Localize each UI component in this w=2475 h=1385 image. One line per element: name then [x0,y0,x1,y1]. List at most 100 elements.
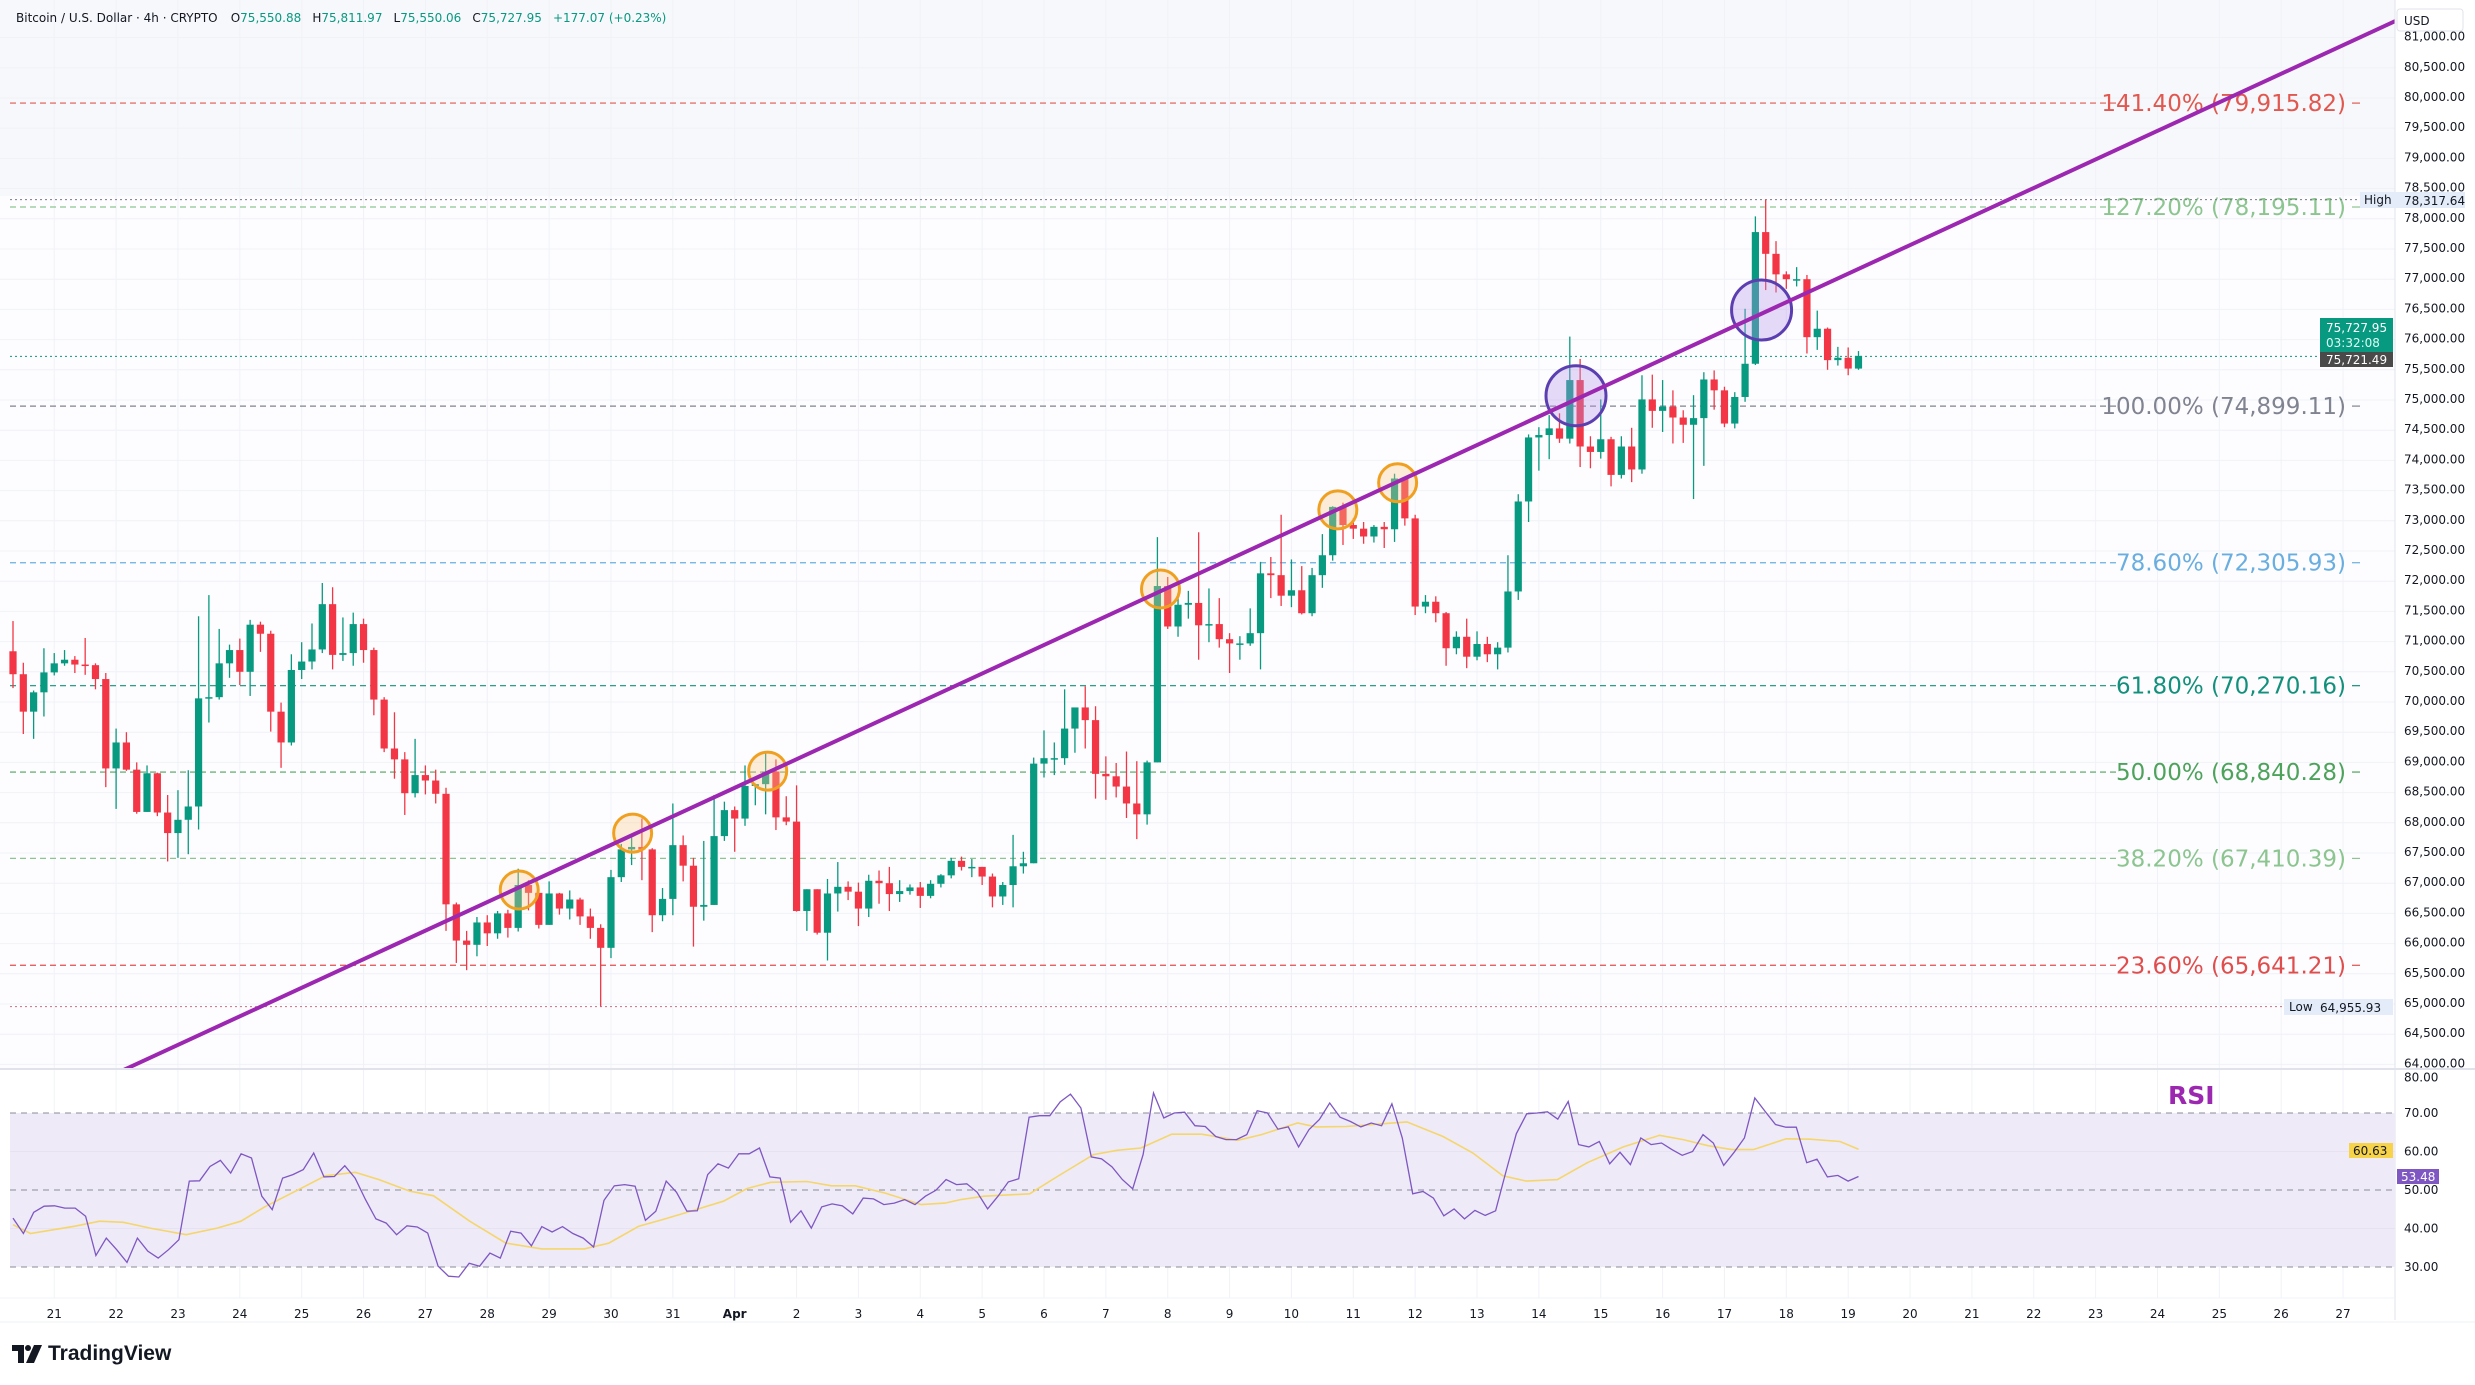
candle [1813,310,1821,350]
fib-label: 127.20% (78,195.11) [2101,195,2346,221]
candle [1277,514,1285,606]
candle-body [91,665,100,680]
candle-body [1607,439,1615,475]
candle-body [164,812,172,834]
time-label: 9 [1226,1307,1234,1321]
time-label: 24 [232,1307,247,1321]
candle [1514,494,1522,600]
candle [1071,707,1079,753]
candle [1133,761,1141,840]
candle [1844,347,1852,376]
candle-body [937,875,945,884]
candle [473,917,481,957]
candle [1030,757,1038,864]
candle [1246,608,1254,646]
currency-button[interactable] [2396,8,2464,32]
candle [1215,598,1223,648]
candle-body [875,880,883,884]
candle [246,619,254,696]
rsi-tick: 40.00 [2404,1222,2438,1236]
candle-body [658,898,667,916]
candle-body [19,674,27,712]
candle-body [225,650,234,664]
candle-body [772,771,780,818]
candle [390,712,399,779]
candle [236,638,244,686]
candle-body [1463,636,1471,657]
candle-body [555,893,564,909]
candle [483,915,491,947]
time-axis[interactable]: 21 22 23 24 25 26 27 28 29 30 31 Apr 2 3 4 5 6 7 8 9 10 11 12 1… [47,1307,2351,1321]
rsi-ma-badge [2349,1143,2393,1158]
candle [298,642,306,680]
candle-body [1720,390,1729,424]
low-label: L [394,11,401,25]
candle [493,910,502,939]
candle [463,930,471,971]
candle-body [60,659,69,664]
candle-body [205,697,213,699]
candle [308,623,316,670]
tradingview-logo[interactable]: TradingView [12,1342,171,1366]
candle-body [906,887,914,892]
candle [658,888,667,922]
candle-body [339,653,347,655]
candle-body [1236,643,1244,645]
candle-body [40,672,48,693]
candle-body [287,669,295,743]
trendline[interactable] [119,18,2400,1072]
low-value: 75,550.06 [400,11,461,25]
candle-body [1184,602,1192,605]
candle [1452,631,1460,655]
candle [1195,532,1203,660]
touch-marker-circle[interactable] [498,869,540,911]
candle-body [432,780,440,794]
price-tick: 80,000.00 [2404,90,2465,104]
candle-body [1772,253,1780,275]
candle [885,866,893,911]
tradingview-logo-icon [12,1345,42,1363]
candle-body [1844,357,1852,369]
candle [1267,557,1275,599]
candle [926,880,935,899]
price-tick: 64,500.00 [2404,1026,2465,1040]
candle [1061,689,1069,765]
candle [1184,590,1192,619]
candle [1143,760,1151,825]
candle [1318,534,1326,588]
candle-body [1648,399,1656,411]
candle [1638,375,1646,474]
candle [679,835,687,882]
candle-body [359,624,368,651]
time-label: 25 [294,1307,309,1321]
candle-body [298,661,306,670]
candle-body [1659,406,1667,411]
candle-body [452,904,460,941]
candle [1019,851,1027,874]
candle-body [710,836,718,905]
candle [1380,522,1388,548]
candle [854,882,863,927]
candle [184,770,192,855]
price-tick: 65,500.00 [2404,966,2465,980]
candle-body [607,877,615,948]
candle-body [823,893,832,933]
candle-body [617,849,625,878]
candle-body [689,865,698,907]
candle [1494,642,1502,670]
candle-body [1349,525,1357,529]
candle-body [834,886,842,894]
price-axis[interactable] [2395,0,2475,1320]
candle-body [813,889,821,933]
fib-label: 78.60% (72,305.93) [2116,551,2346,577]
candle [762,751,770,815]
candle [205,595,213,723]
candle-body [1277,575,1285,596]
candle-body [1823,328,1832,361]
breakout-marker-circle[interactable] [1730,278,1794,342]
breakout-marker-circle[interactable] [1544,364,1608,428]
candle-body [277,711,285,743]
time-label: 28 [480,1307,495,1321]
rsi-line [12,1090,1859,1278]
